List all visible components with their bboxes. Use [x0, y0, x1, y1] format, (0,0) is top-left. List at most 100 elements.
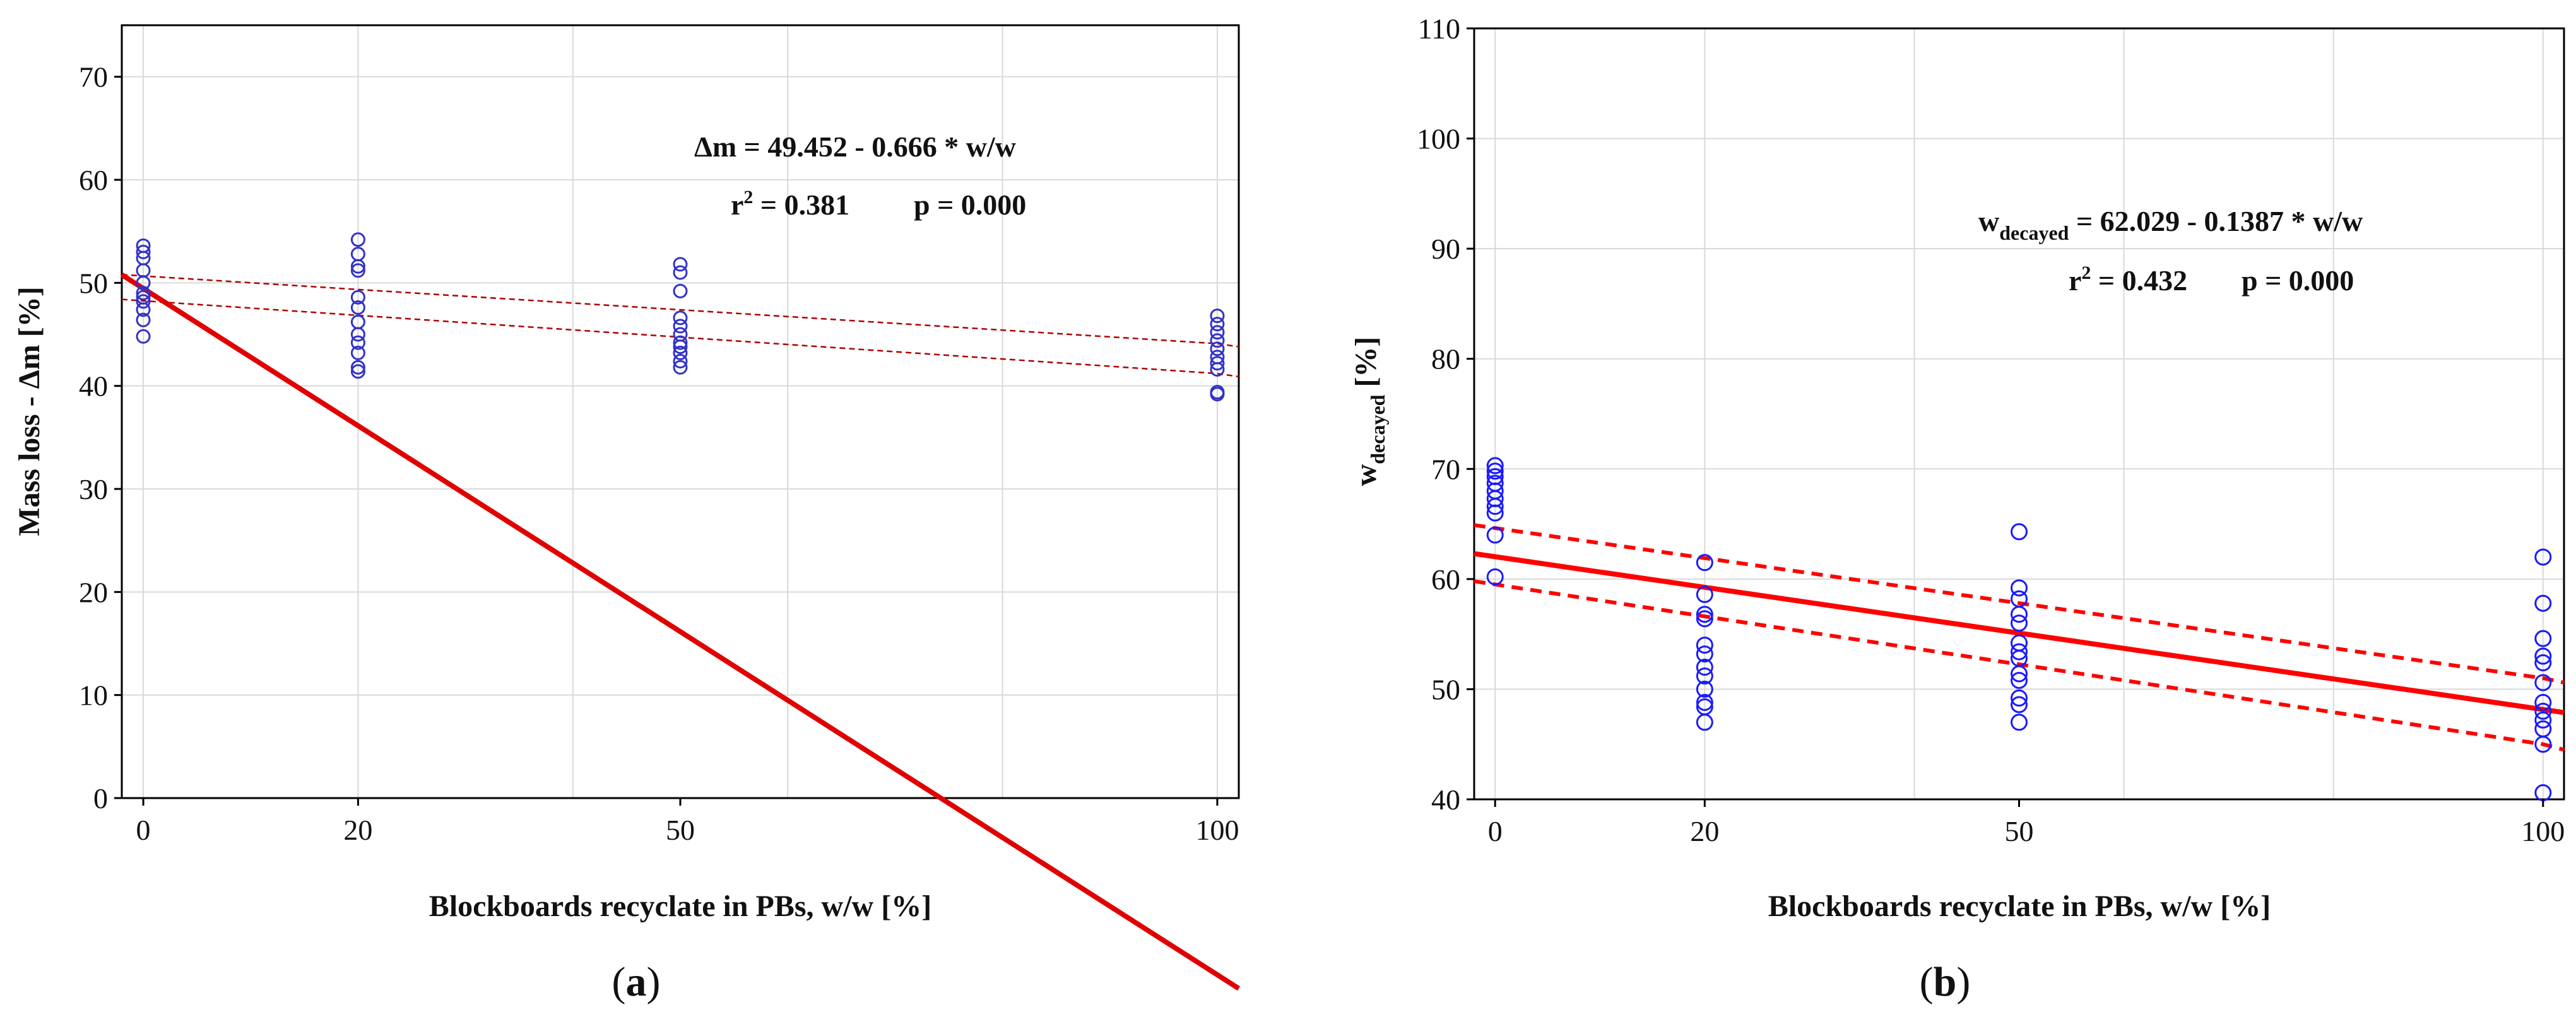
data-point: [1696, 585, 1713, 603]
x-axis-title-b: Blockboards recyclate in PBs, w/w [%]: [1768, 890, 2271, 923]
regression-line-a: [120, 273, 1241, 991]
x-tick-label: 20: [1690, 815, 1719, 847]
data-point: [2534, 654, 2552, 672]
data-point: [673, 310, 688, 326]
data-point: [1486, 498, 1504, 515]
caption-a: (a): [612, 959, 661, 1005]
data-point: [673, 257, 688, 272]
y-tick-label: 0: [93, 782, 108, 814]
stats-p-b: p = 0.000: [2242, 264, 2354, 297]
data-point: [1696, 714, 1713, 731]
data-point: [2534, 647, 2552, 665]
data-points-a: [136, 232, 1225, 402]
y-tick-label: 50: [1431, 673, 1460, 705]
data-point: [350, 360, 365, 375]
data-point: [1210, 387, 1225, 402]
confidence-band-b: [1474, 523, 2565, 752]
y-tick-label: 60: [79, 164, 108, 196]
x-tick-label: 100: [2521, 815, 2565, 847]
data-point: [136, 286, 151, 301]
data-point: [136, 275, 151, 290]
data-point: [1696, 667, 1713, 685]
x-ticks-b: 0 20 50 100: [1488, 799, 2565, 847]
data-point: [1486, 457, 1504, 474]
data-point: [673, 265, 688, 280]
data-point: [2534, 594, 2552, 612]
data-point: [350, 259, 365, 274]
data-point: [136, 312, 151, 327]
y-axis-title-b: wdecayed [%]: [1349, 337, 1389, 486]
data-point: [2011, 606, 2028, 623]
data-point: [2011, 714, 2028, 731]
caption-b: (b): [1920, 959, 1971, 1005]
confidence-bound-upper: [1474, 523, 2565, 685]
y-ticks-a: 0 10 20 30 40 50 60 70: [79, 61, 122, 814]
data-point: [673, 283, 688, 298]
y-tick-label: 70: [1431, 453, 1460, 485]
data-point: [673, 360, 688, 375]
data-point: [350, 364, 365, 379]
y-tick-label: 100: [1417, 123, 1460, 155]
y-tick-label: 40: [79, 370, 108, 403]
data-point: [673, 319, 688, 334]
data-point: [350, 263, 365, 278]
y-tick-label: 30: [79, 473, 108, 505]
data-point: [1696, 606, 1713, 623]
data-point: [2534, 702, 2552, 720]
data-point: [136, 244, 151, 259]
y-tick-label: 80: [1431, 343, 1460, 375]
data-point: [1210, 356, 1225, 371]
data-point: [2534, 693, 2552, 711]
regression-line: [1474, 551, 2565, 715]
data-point: [1210, 325, 1225, 340]
data-point: [673, 353, 688, 368]
data-point: [1486, 462, 1504, 480]
y-tick-label: 40: [1431, 784, 1460, 816]
y-tick-label: 70: [79, 61, 108, 93]
data-point: [1696, 637, 1713, 654]
y-tick-label: 10: [79, 679, 108, 712]
data-point: [1486, 526, 1504, 544]
y-axis-title-a: Mass loss - Δm [%]: [13, 286, 46, 536]
data-point: [2011, 665, 2028, 683]
data-point: [1696, 610, 1713, 628]
data-point: [1696, 693, 1713, 711]
data-point: [1210, 317, 1225, 332]
data-point: [1696, 645, 1713, 663]
data-point: [2011, 696, 2028, 714]
data-point: [136, 294, 151, 309]
x-tick-label: 0: [136, 814, 151, 846]
data-point: [2011, 643, 2028, 661]
confidence-bound-lower: [1474, 579, 2565, 752]
data-point: [350, 232, 365, 247]
data-point: [1210, 362, 1225, 377]
data-point: [136, 302, 151, 317]
x-ticks-a: 0 20 50 100: [136, 798, 1239, 846]
grid-lines-a: [122, 25, 1239, 799]
stats-p-a: p = 0.000: [914, 189, 1026, 221]
data-point: [350, 335, 365, 350]
data-point: [2534, 630, 2552, 647]
data-point: [350, 300, 365, 315]
y-tick-label: 60: [1431, 563, 1460, 596]
confidence-bound-lower: [121, 298, 1239, 378]
data-point: [2534, 736, 2552, 753]
grid-lines-b: [1474, 28, 2564, 800]
data-point: [1696, 680, 1713, 698]
confidence-bound-upper: [121, 274, 1239, 348]
data-point: [1486, 504, 1504, 522]
y-tick-label: 90: [1431, 233, 1460, 265]
data-point: [350, 290, 365, 305]
data-point: [673, 345, 688, 360]
x-tick-label: 20: [343, 814, 372, 846]
data-point: [673, 335, 688, 350]
data-point: [1696, 554, 1713, 572]
data-point: [1486, 568, 1504, 585]
stats-a: r2 = 0.381: [731, 187, 849, 221]
y-tick-label: 110: [1418, 13, 1460, 45]
data-point: [2534, 674, 2552, 691]
x-tick-label: 50: [2005, 815, 2034, 847]
data-point: [136, 329, 151, 344]
data-point: [2011, 579, 2028, 597]
